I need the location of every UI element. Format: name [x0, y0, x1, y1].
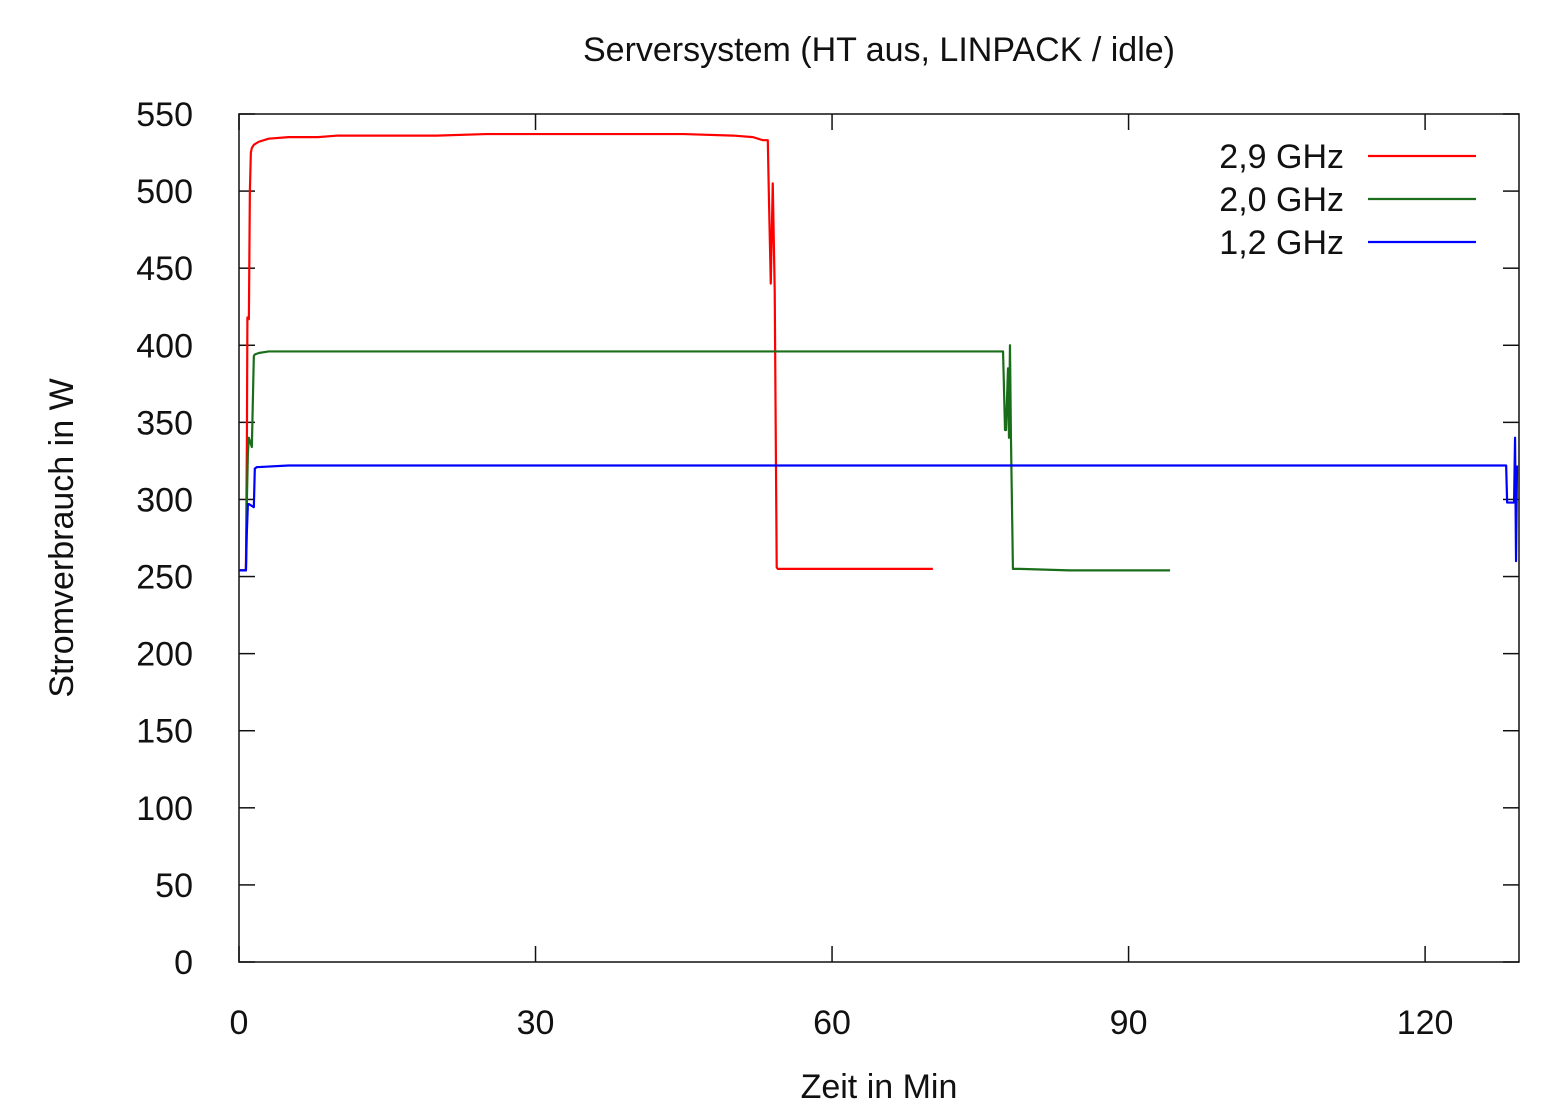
y-tick-label: 300 [136, 481, 193, 519]
y-tick-label: 450 [136, 250, 193, 288]
legend-label: 2,9 GHz [1219, 138, 1344, 176]
x-tick-label: 30 [517, 1004, 555, 1042]
y-tick-label: 250 [136, 559, 193, 597]
axes: 0 30 60 90 120 0 50 100 150 200 250 300 350 400 450 500… [136, 96, 1520, 1042]
series-line-3 [239, 436, 1519, 572]
legend-label: 1,2 GHz [1219, 224, 1344, 262]
x-tick-label: 0 [230, 1004, 249, 1042]
y-tick-label: 400 [136, 327, 193, 365]
series-line-1 [239, 132, 933, 572]
y-tick-label: 350 [136, 404, 193, 442]
x-tick-label: 90 [1110, 1004, 1148, 1042]
y-tick-label: 0 [174, 944, 193, 982]
legend-label: 2,0 GHz [1219, 181, 1344, 219]
plot-frame [238, 113, 1520, 963]
x-tick-label: 120 [1397, 1004, 1454, 1042]
chart-title: Serversystem (HT aus, LINPACK / idle) [583, 31, 1175, 69]
y-tick-label: 500 [136, 173, 193, 211]
y-tick-label: 150 [136, 713, 193, 751]
y-tick-label: 50 [155, 867, 193, 905]
series-lines [239, 132, 1519, 572]
y-tick-label: 550 [136, 96, 193, 134]
y-tick-label: 100 [136, 790, 193, 828]
x-tick-label: 60 [813, 1004, 851, 1042]
legend: 2,9 GHz 2,0 GHz 1,2 GHz [1219, 138, 1476, 262]
series-line-2 [239, 344, 1171, 572]
x-axis-title: Zeit in Min [801, 1068, 958, 1106]
y-tick-label: 200 [136, 636, 193, 674]
y-axis-title: Stromverbrauch in W [43, 378, 81, 697]
